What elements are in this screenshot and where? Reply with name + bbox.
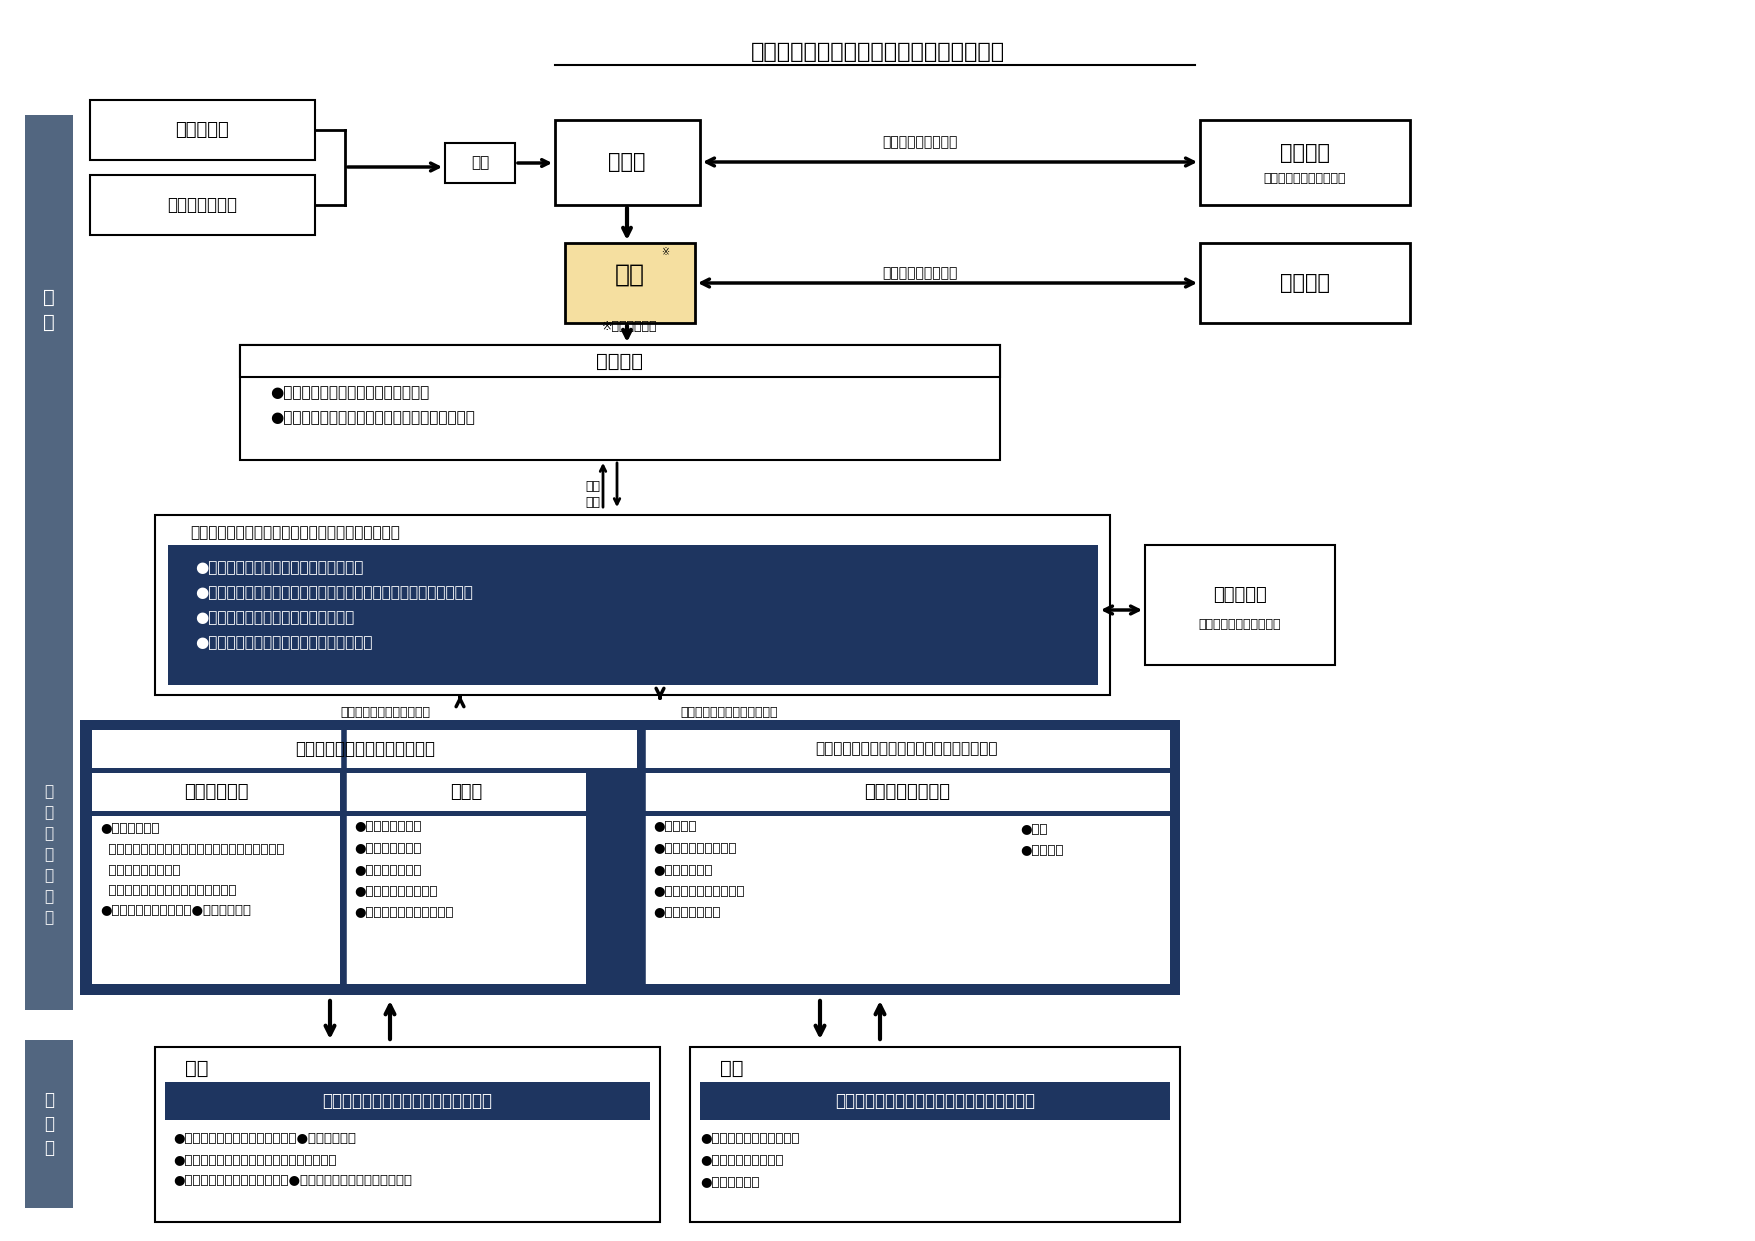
Text: ＩＲ委員会: ＩＲ委員会 xyxy=(1213,586,1267,604)
Text: 附属機関・事務局: 附属機関・事務局 xyxy=(863,783,949,800)
Text: ●財務
●大学運営: ●財務 ●大学運営 xyxy=(1020,823,1064,858)
Bar xyxy=(1144,545,1336,665)
Bar xyxy=(25,1040,74,1207)
Bar xyxy=(154,1047,660,1222)
Bar xyxy=(90,175,314,235)
Text: 学部・研究科: 学部・研究科 xyxy=(184,783,247,800)
Text: 全
学: 全 学 xyxy=(44,288,54,333)
Text: 指示: 指示 xyxy=(584,495,600,509)
Bar xyxy=(25,115,74,700)
Text: 学長: 学長 xyxy=(614,263,646,287)
Text: ※理事長兼業務: ※理事長兼業務 xyxy=(602,320,658,334)
Bar xyxy=(446,143,514,182)
Text: ●自己点検・評価結果に係る総合的な判断を行う: ●自己点検・評価結果に係る総合的な判断を行う xyxy=(270,411,476,426)
Text: 職員: 職員 xyxy=(720,1059,744,1077)
Text: 報告: 報告 xyxy=(584,480,600,494)
Bar xyxy=(565,243,695,323)
Text: ●自己点検・評価のあり方を決定する: ●自己点検・評価のあり方を決定する xyxy=(270,386,430,401)
Text: 委員会: 委員会 xyxy=(449,783,483,800)
Text: 福知山公立大学における内部質保証体制図: 福知山公立大学における内部質保証体制図 xyxy=(751,42,1004,62)
Bar xyxy=(240,345,1000,460)
Bar xyxy=(346,773,586,812)
Bar xyxy=(81,720,1179,995)
Bar xyxy=(690,1047,1179,1222)
Text: データ分析・データ提供: データ分析・データ提供 xyxy=(1199,618,1281,632)
Bar xyxy=(154,515,1109,695)
Text: 理事会: 理事会 xyxy=(609,151,646,172)
Text: ●教学関係委員会
●研究関係委員会
●学生関係委員会
●国際交流関係委員会
●管理運営関係委員会ほか: ●教学関係委員会 ●研究関係委員会 ●学生関係委員会 ●国際交流関係委員会 ●管… xyxy=(355,820,453,920)
Bar xyxy=(240,345,1000,377)
Text: 改善・向上策の指示又は助言: 改善・向上策の指示又は助言 xyxy=(679,705,777,719)
Bar xyxy=(1200,120,1409,205)
Text: 学
部
・
研
究
科
等: 学 部 ・ 研 究 科 等 xyxy=(44,784,54,926)
Text: 自己点検・評価結果の報告: 自己点検・評価結果の報告 xyxy=(340,705,430,719)
Text: 執行会議: 執行会議 xyxy=(597,351,644,371)
Text: 教育研究審議会: 教育研究審議会 xyxy=(167,196,237,213)
Text: 経営審議会: 経営審議会 xyxy=(176,122,228,139)
Text: ●総務・財務・人事・企画
●教学支援、地域連携
●ＳＤ活動など: ●総務・財務・人事・企画 ●教学支援、地域連携 ●ＳＤ活動など xyxy=(700,1132,800,1189)
Text: ●国際交流
●地域連携・地域貢献
●教育研究支援
●メディア・図書館機能
●教育研究等環境: ●国際交流 ●地域連携・地域貢献 ●教育研究支援 ●メディア・図書館機能 ●教育… xyxy=(653,820,744,920)
Text: ●教育研究組織
  地域経営学部　地域経営学科、医療福祉経営学科
  情報学部　情報学科
  地域情報学研究科　地域情報学専攻
●教育課程・学修成果　●学生受け: ●教育研究組織 地域経営学部 地域経営学科、医療福祉経営学科 情報学部 情報学科… xyxy=(100,823,284,917)
Text: 評価受審・外部意見: 評価受審・外部意見 xyxy=(883,135,958,149)
Bar xyxy=(700,1082,1171,1119)
Text: 認証評価に活用（公表）: 認証評価に活用（公表） xyxy=(1264,171,1346,185)
Text: 教育研究、地域貢献等の有効性の検証: 教育研究、地域貢献等の有効性の検証 xyxy=(321,1092,491,1109)
Bar xyxy=(346,817,586,984)
Bar xyxy=(555,120,700,205)
Text: 教育・研究支援、地域連携、管理運営の検証: 教育・研究支援、地域連携、管理運営の検証 xyxy=(816,742,999,757)
Bar xyxy=(25,700,74,1010)
Text: ●大学全体の教育活動等の有効性検証: ●大学全体の教育活動等の有効性検証 xyxy=(195,611,355,625)
Text: 教育研究内容及び諸活動の検証: 教育研究内容及び諸活動の検証 xyxy=(295,740,435,758)
Bar xyxy=(91,773,340,812)
Text: 教育・研究支援、管理運営等の有効性の検証: 教育・研究支援、管理運営等の有効性の検証 xyxy=(835,1092,1035,1109)
Bar xyxy=(91,730,637,768)
Text: 認証評価: 認証評価 xyxy=(1279,273,1330,293)
Text: 教
職
員: 教 職 員 xyxy=(44,1091,54,1157)
Bar xyxy=(168,545,1099,685)
Bar xyxy=(646,730,1171,768)
Bar xyxy=(646,817,1171,984)
Text: 教員: 教員 xyxy=(184,1059,209,1077)
Text: 企画・評価委員会（内部質保証の責任を担う組織）: 企画・評価委員会（内部質保証の責任を担う組織） xyxy=(190,525,400,541)
Text: ●自己点検・評価の総括（自己評価等の項目・評価方法の策定等）: ●自己点検・評価の総括（自己評価等の項目・評価方法の策定等） xyxy=(195,586,472,601)
Text: ●学部等への改善・向上策の指示又は助言: ●学部等への改善・向上策の指示又は助言 xyxy=(195,635,372,650)
Bar xyxy=(91,817,340,984)
Bar xyxy=(90,101,314,160)
Text: 監事: 監事 xyxy=(470,155,490,170)
Bar xyxy=(165,1082,649,1119)
Text: ※: ※ xyxy=(662,247,669,257)
Bar xyxy=(646,773,1171,812)
Text: ●シラバスと授業内容の整合性　●単位の実質化
●授業評価アンケート　　　（予習・復習）
●シラバスに基づく成績評価　●地域貢献に資する教育研究など: ●シラバスと授業内容の整合性 ●単位の実質化 ●授業評価アンケート （予習・復習… xyxy=(174,1133,412,1188)
Text: 評価受審・外部意見: 評価受審・外部意見 xyxy=(883,266,958,280)
Text: 法人評価: 法人評価 xyxy=(1279,143,1330,163)
Text: ●内部質保証に関する方針・体制の整備: ●内部質保証に関する方針・体制の整備 xyxy=(195,561,363,576)
Bar xyxy=(1200,243,1409,323)
